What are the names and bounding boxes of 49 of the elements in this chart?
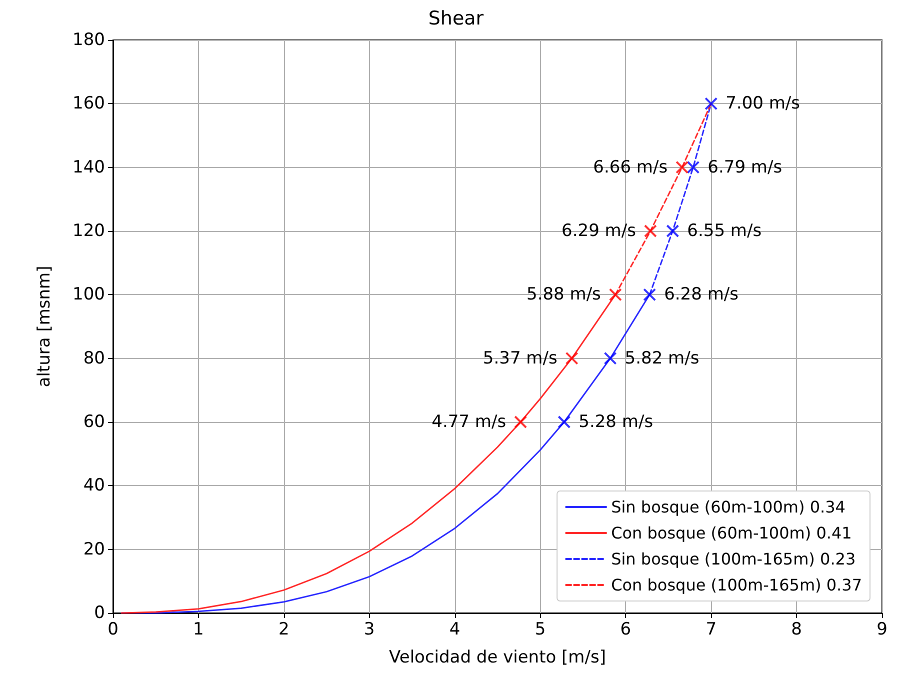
x-tick-label: 5 xyxy=(534,620,546,640)
annotation: 5.37 m/s xyxy=(482,348,558,368)
point xyxy=(686,160,700,174)
point xyxy=(608,288,622,302)
annotation: 7.00 m/s xyxy=(726,94,800,114)
x-tick-label: 2 xyxy=(278,620,290,640)
y-tick-label: 0 xyxy=(94,603,105,623)
annotation: 6.29 m/s xyxy=(562,221,636,241)
y-tick-label: 160 xyxy=(72,94,105,114)
legend-label: Con bosque (100m-165m) 0.37 xyxy=(611,576,862,594)
x-tick-label: 3 xyxy=(364,620,375,640)
annotation: 6.66 m/s xyxy=(593,157,668,178)
point xyxy=(676,160,689,174)
point xyxy=(558,416,571,428)
point xyxy=(565,352,578,365)
y-tick-label: 40 xyxy=(83,476,105,496)
point xyxy=(643,288,656,302)
y-tick-label: 60 xyxy=(83,412,105,432)
annotation: 5.82 m/s xyxy=(624,348,700,368)
y-tick-label: 120 xyxy=(72,221,105,241)
point xyxy=(604,352,617,365)
y-tick-label: 80 xyxy=(83,348,105,368)
x-tick-label: 9 xyxy=(876,620,888,640)
x-tick-label: 1 xyxy=(193,620,204,640)
annotation: 6.79 m/s xyxy=(708,157,782,178)
legend-label: Con bosque (60m-100m) 0.41 xyxy=(611,524,852,542)
x-tick-label: 4 xyxy=(449,620,460,640)
annotation: 5.88 m/s xyxy=(526,284,602,305)
legend-label: Sin bosque (60m-100m) 0.34 xyxy=(611,498,846,516)
point xyxy=(666,224,680,238)
y-tick-label: 140 xyxy=(72,157,105,178)
annotation: 4.77 m/s xyxy=(432,412,506,432)
y-tick-label: 100 xyxy=(72,284,105,305)
annotation: 5.28 m/s xyxy=(578,412,654,432)
x-tick-label: 8 xyxy=(791,620,802,640)
y-tick-label: 20 xyxy=(83,539,105,560)
x-tick-label: 0 xyxy=(108,620,118,640)
x-axis-title: Velocidad de viento [m/s] xyxy=(389,648,606,668)
point xyxy=(514,416,528,428)
point xyxy=(704,97,718,110)
chart-title: Shear xyxy=(428,8,484,30)
x-tick-label: 7 xyxy=(706,620,717,640)
x-tick-label: 6 xyxy=(620,620,632,640)
y-tick-label: 180 xyxy=(72,30,105,50)
y-axis-title: altura [msnm] xyxy=(34,266,54,388)
legend-label: Sin bosque (100m-165m) 0.23 xyxy=(611,550,856,568)
point xyxy=(644,224,657,238)
annotation: 6.28 m/s xyxy=(664,284,739,305)
annotation: 6.55 m/s xyxy=(687,221,762,241)
